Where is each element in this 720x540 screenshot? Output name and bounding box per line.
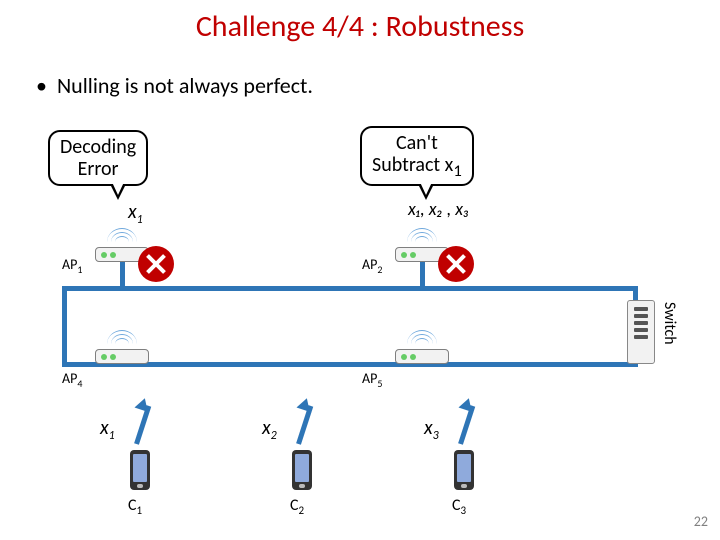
page-title: Challenge 4/4 : Robustness	[0, 8, 720, 45]
bottom-x3-label: x3	[424, 416, 439, 443]
phone-c3-icon	[454, 450, 474, 490]
bottom-x1-label: x1	[100, 416, 115, 443]
switch-label: Switch	[660, 302, 679, 345]
c1-label: C1	[128, 496, 142, 517]
phone-c1-icon	[130, 450, 150, 490]
bus-ap2-drop	[420, 262, 425, 288]
ap1-label: AP1	[62, 256, 82, 276]
page-number: 22	[694, 513, 708, 530]
bus-top-h	[62, 286, 638, 291]
x1-sub: 1	[137, 213, 143, 227]
streams-label: x₁, x₂ , x₃	[408, 198, 469, 220]
speech1-line1: Decoding	[60, 136, 136, 158]
antenna-c2	[276, 400, 322, 446]
x1-under-speech1: x1	[128, 200, 143, 227]
bullet-content: Nulling is not always perfect.	[57, 72, 313, 99]
ap4-label: AP4	[62, 370, 82, 390]
phone-c2-icon	[292, 450, 312, 490]
antenna-c1	[114, 400, 160, 446]
ap4-icon	[95, 342, 149, 364]
bullet-dot: •	[36, 72, 47, 99]
switch-icon	[627, 300, 655, 364]
bullet-text: • Nulling is not always perfect.	[36, 72, 313, 99]
speech2-line1: Can't	[372, 132, 462, 154]
c2-label: C2	[290, 496, 304, 517]
bus-left-v	[62, 286, 67, 364]
speech2-line2: Subtract x1	[372, 154, 462, 180]
speech1-tail	[110, 184, 126, 200]
antenna-c3	[438, 400, 484, 446]
ap2-label: AP2	[362, 256, 382, 276]
ap5-icon	[395, 342, 449, 364]
bottom-x2-label: x2	[262, 416, 277, 443]
ap5-label: AP5	[362, 370, 382, 390]
x1-text: x	[128, 200, 137, 224]
speech-cant-subtract: Can't Subtract x1	[360, 126, 474, 186]
ap1-error-icon	[138, 246, 174, 282]
ap2-error-icon	[438, 246, 474, 282]
bus-ap1-drop	[120, 262, 125, 288]
speech1-line2: Error	[60, 158, 136, 180]
c3-label: C3	[452, 496, 466, 517]
speech-decoding-error: Decoding Error	[48, 130, 148, 186]
